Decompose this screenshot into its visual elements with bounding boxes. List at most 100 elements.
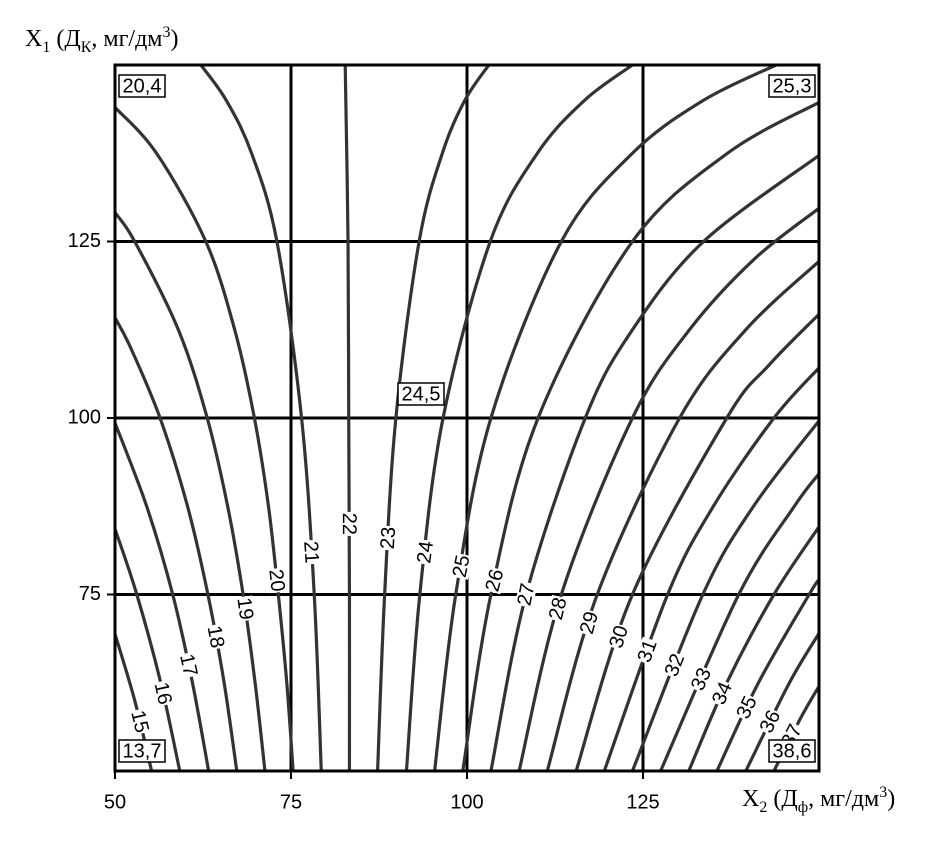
contour-label-group: 31: [634, 636, 662, 666]
contour-label: 23: [377, 526, 400, 550]
contour-label: 22: [338, 513, 360, 535]
contour-line: [115, 106, 295, 771]
value-box-label: 25,3: [773, 75, 812, 97]
contour-label-group: 17: [175, 651, 201, 679]
contour-label-bg: [128, 707, 152, 736]
x-tick-label: 50: [104, 791, 126, 813]
contour-label-group: 19: [232, 595, 257, 622]
x-tick-label: 100: [450, 791, 483, 813]
contour-label-bg: [177, 651, 200, 679]
contour-label-bg: [450, 552, 473, 580]
contour-line: [630, 419, 819, 771]
contour-line: [687, 525, 819, 771]
value-box-label: 13,7: [123, 740, 162, 762]
contour-label: 28: [545, 595, 572, 622]
contour-label-bg: [204, 623, 227, 651]
x-tick-label: 75: [280, 791, 302, 813]
contour-line: [404, 65, 634, 771]
axis-label-part: (Д: [767, 786, 797, 812]
y-axis-label: X1 (ДК, мг/дм3): [25, 24, 179, 56]
contour-line: [489, 154, 819, 771]
contour-line: [574, 313, 819, 771]
value-box-label: 38,6: [773, 740, 812, 762]
contour-label: 35: [732, 693, 761, 723]
axis-label-part: 1: [42, 39, 50, 56]
contour-line: [517, 207, 819, 771]
contour-label-bg: [661, 650, 688, 680]
contour-label: 18: [203, 624, 229, 650]
contour-line: [602, 366, 819, 771]
contour-label-bg: [709, 678, 736, 708]
contour-label: 34: [708, 679, 737, 708]
value-box: [397, 382, 445, 406]
contour-label-group: 29: [576, 608, 603, 637]
contour-label-group: 18: [203, 623, 229, 651]
plot-frame: [113, 63, 821, 773]
axis-label-part: 3: [879, 784, 887, 801]
contour-line: [461, 101, 819, 771]
contour-label: 16: [150, 680, 176, 706]
x-tick-label: 125: [626, 791, 659, 813]
y-tick-label: 100: [68, 406, 101, 428]
contour-line: [115, 422, 211, 771]
contour-label-bg: [482, 566, 507, 595]
axis-label-part: ф: [798, 799, 808, 816]
contour-label-bg: [340, 511, 359, 536]
contour-label-group: 28: [545, 594, 572, 623]
axis-label-part: 2: [759, 799, 767, 816]
axis-label-part: ): [171, 26, 179, 52]
contour-label: 25: [449, 553, 475, 579]
contour-label-bg: [266, 567, 288, 594]
contour-label: 24: [413, 540, 438, 565]
contour-label: 21: [299, 540, 323, 564]
contour-line: [343, 65, 352, 771]
y-tick-label: 125: [68, 230, 101, 252]
contour-label: 15: [126, 708, 153, 735]
contour-label: 19: [232, 596, 257, 621]
axis-label-part: , мг/дм: [91, 26, 162, 52]
contour-label-bg: [514, 580, 538, 609]
axis-label-part: X: [742, 786, 759, 812]
contour-label-bg: [688, 664, 715, 694]
contour-label-bg: [733, 692, 761, 723]
contour-line: [744, 632, 819, 771]
contours: [115, 65, 819, 771]
contour-label-group: 32: [661, 650, 689, 680]
contour-label-group: 30: [605, 622, 633, 652]
value-box: [768, 74, 816, 98]
contour-line: [115, 211, 267, 771]
contour-line: [199, 65, 323, 771]
contour-label-group: 16: [150, 679, 176, 707]
contour-label: 30: [605, 623, 633, 651]
axis-label-part: ): [887, 786, 895, 812]
contour-line: [115, 528, 182, 771]
contour-label-bg: [634, 636, 660, 666]
value-box: [118, 74, 166, 98]
contour-label-group: 23: [377, 525, 400, 551]
contour-line: [545, 260, 819, 771]
contour-label-group: 27: [513, 580, 539, 609]
contour-label-bg: [756, 706, 784, 737]
axis-label-part: 3: [163, 24, 171, 41]
contour-label-bg: [546, 594, 570, 623]
contour-label-group: 22: [338, 511, 360, 536]
contour-label-bg: [414, 539, 436, 566]
contour-label: 27: [513, 581, 539, 607]
contour-label-bg: [606, 622, 632, 652]
contour-label-group: 34: [708, 678, 737, 708]
contour-line: [375, 65, 491, 771]
axis-label-part: К: [81, 39, 92, 56]
value-box: [118, 739, 166, 763]
axis-label-part: , мг/дм: [808, 786, 879, 812]
contour-label-bg: [234, 595, 256, 622]
contour-label-group: 35: [732, 692, 762, 723]
y-tick-label: 75: [79, 583, 101, 605]
contour-label-bg: [577, 608, 602, 637]
contour-label-group: 26: [481, 566, 508, 595]
contour-line: [115, 316, 239, 771]
contour-label: 31: [634, 637, 662, 665]
value-box: [768, 739, 816, 763]
value-box-label: 24,5: [402, 383, 441, 405]
x-axis-label: X2 (Дф, мг/дм3): [742, 784, 895, 816]
